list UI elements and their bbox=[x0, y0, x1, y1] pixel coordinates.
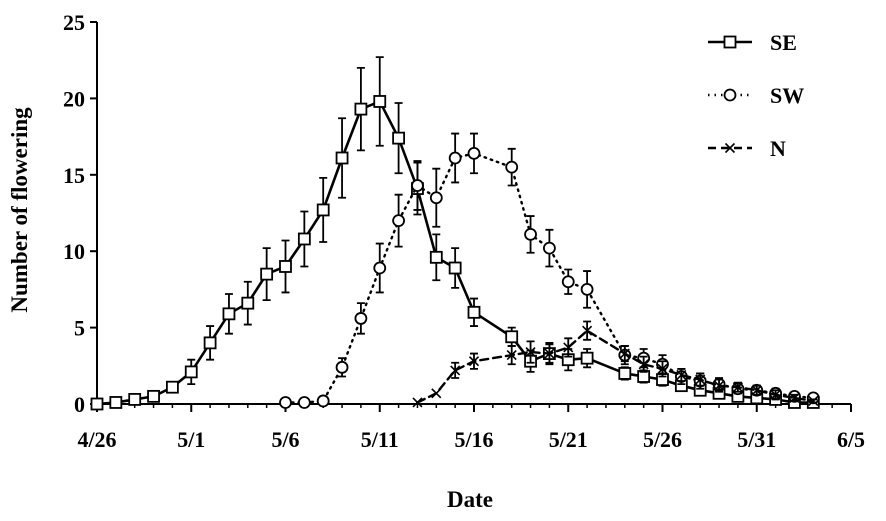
data-point-n bbox=[695, 374, 706, 385]
y-tick-label: 10 bbox=[63, 239, 85, 264]
data-point-se bbox=[147, 389, 160, 403]
x-tick-label: 5/11 bbox=[361, 427, 399, 452]
series-sw bbox=[279, 132, 820, 409]
data-point-se bbox=[165, 380, 179, 394]
data-point-sw bbox=[392, 214, 406, 228]
data-point-sw bbox=[354, 312, 368, 325]
data-point-n bbox=[808, 395, 819, 407]
data-point-se bbox=[448, 261, 462, 275]
legend: SE SW N bbox=[708, 30, 804, 161]
data-point-n bbox=[468, 356, 480, 367]
legend-label-n: N bbox=[770, 136, 786, 161]
data-point-n bbox=[412, 397, 423, 408]
data-point-se bbox=[109, 396, 123, 409]
data-point-n bbox=[751, 385, 762, 396]
data-point-se bbox=[392, 131, 406, 145]
data-point-se bbox=[90, 397, 104, 411]
data-point-se bbox=[580, 351, 594, 365]
data-point-se bbox=[128, 393, 142, 406]
data-point-n bbox=[657, 363, 668, 374]
data-point-se bbox=[373, 95, 387, 108]
data-point-sw bbox=[429, 191, 443, 205]
data-point-se bbox=[260, 267, 274, 281]
data-point-sw bbox=[297, 396, 311, 409]
y-tick-label: 25 bbox=[63, 10, 85, 35]
x-tick-label: 5/26 bbox=[643, 427, 682, 452]
data-point-n bbox=[638, 359, 649, 370]
x-tick-label: 4/26 bbox=[77, 427, 116, 452]
data-point-n bbox=[450, 365, 461, 376]
data-point-se bbox=[429, 250, 443, 264]
data-point-sw bbox=[467, 147, 481, 160]
data-point-sw bbox=[411, 179, 424, 192]
data-point-sw bbox=[505, 160, 519, 174]
series-line-n bbox=[416, 329, 815, 404]
y-tick-label: 0 bbox=[74, 392, 85, 417]
data-point-se bbox=[184, 365, 198, 379]
data-point-n bbox=[563, 342, 574, 353]
data-point-n bbox=[732, 382, 743, 393]
data-point-n bbox=[770, 389, 781, 400]
x-tick-label: 5/1 bbox=[177, 427, 205, 452]
axes: 0 5 10 15 20 25 4/26 5/1 5/6 5/11 5/16 5/21 5/26 5/31… bbox=[63, 10, 865, 452]
legend-marker-n bbox=[724, 142, 736, 154]
data-point-se bbox=[279, 260, 292, 273]
legend-marker-sw bbox=[723, 88, 737, 102]
data-point-sw bbox=[580, 282, 594, 296]
y-tick-label: 20 bbox=[63, 86, 85, 111]
y-tick-label: 15 bbox=[63, 163, 85, 188]
legend-label-sw: SW bbox=[770, 83, 804, 108]
data-point-n bbox=[431, 388, 442, 399]
data-point-n bbox=[582, 325, 593, 336]
data-point-n bbox=[544, 348, 555, 359]
legend-marker-se bbox=[723, 35, 737, 49]
x-tick-label: 5/21 bbox=[549, 427, 588, 452]
data-point-n bbox=[506, 350, 517, 361]
data-point-sw bbox=[561, 275, 575, 289]
data-point-sw bbox=[448, 151, 462, 165]
series-layer bbox=[90, 56, 820, 411]
series-se bbox=[90, 56, 820, 411]
y-tick-label: 5 bbox=[74, 316, 85, 341]
x-tick-label: 5/16 bbox=[454, 427, 493, 452]
data-point-sw bbox=[335, 360, 349, 374]
data-point-se bbox=[618, 367, 632, 380]
data-point-n bbox=[676, 369, 687, 381]
data-point-se bbox=[222, 307, 236, 321]
data-point-n bbox=[713, 380, 725, 391]
data-point-sw bbox=[373, 261, 387, 275]
data-point-n bbox=[525, 346, 536, 358]
data-point-se bbox=[467, 305, 481, 319]
y-axis-title: Number of flowering bbox=[7, 107, 32, 313]
data-point-n bbox=[789, 392, 800, 403]
legend-label-se: SE bbox=[770, 30, 797, 55]
x-tick-label: 5/31 bbox=[737, 427, 776, 452]
series-line-sw bbox=[284, 152, 815, 404]
x-tick-label: 6/5 bbox=[837, 427, 865, 452]
data-point-se bbox=[354, 102, 368, 116]
data-point-se bbox=[505, 330, 519, 344]
x-axis-title: Date bbox=[447, 487, 493, 512]
x-tick-label: 5/6 bbox=[271, 427, 299, 452]
data-point-sw bbox=[524, 227, 537, 241]
data-point-sw bbox=[279, 396, 292, 409]
data-point-sw bbox=[543, 241, 556, 255]
data-point-se bbox=[241, 296, 255, 310]
series-n bbox=[412, 320, 819, 408]
data-point-se bbox=[297, 232, 311, 246]
data-point-se bbox=[335, 151, 349, 165]
data-point-sw bbox=[316, 394, 330, 408]
data-point-n bbox=[619, 348, 630, 359]
data-point-se bbox=[203, 336, 217, 350]
data-point-se bbox=[316, 203, 330, 217]
